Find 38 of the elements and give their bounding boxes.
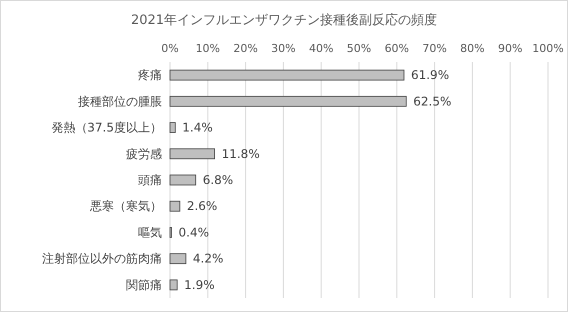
- x-tick-label: 0%: [161, 42, 179, 55]
- bar: [170, 148, 216, 160]
- y-tick-label: 注射部位以外の筋肉痛: [42, 252, 162, 266]
- data-label: 6.8%: [202, 173, 234, 187]
- bar: [170, 253, 186, 264]
- data-label: 11.8%: [222, 146, 260, 161]
- x-tick-label: 90%: [498, 42, 522, 55]
- bar: [170, 96, 407, 107]
- x-tick-label: 80%: [460, 42, 485, 55]
- y-tick-label: 疲労感: [126, 146, 162, 161]
- x-tick-label: 20%: [233, 42, 258, 55]
- y-tick-label: 悪寒（寒気）: [89, 199, 162, 214]
- x-tick-label: 60%: [384, 42, 410, 55]
- chart-title: 2021年インフルエンザワクチン接種後副反応の頻度: [130, 12, 438, 28]
- y-tick-label: 関節痛: [126, 278, 162, 292]
- x-tick-label: 50%: [346, 42, 372, 55]
- data-label: 62.5%: [413, 94, 452, 108]
- data-label: 1.4%: [182, 120, 213, 135]
- bar: [170, 279, 178, 290]
- y-tick-label: 頭痛: [138, 173, 162, 187]
- x-tick-label: 70%: [422, 42, 447, 55]
- data-label: 61.9%: [410, 68, 450, 82]
- bar: [170, 200, 180, 212]
- bar: [170, 174, 196, 186]
- y-tick-label: 接種部位の腫脹: [78, 94, 162, 108]
- y-tick-label: 疼痛: [138, 68, 162, 82]
- data-label: 0.4%: [178, 225, 210, 240]
- x-tick-label: 100%: [532, 42, 564, 55]
- x-tick-label: 40%: [308, 42, 334, 55]
- data-label: 4.2%: [192, 252, 224, 266]
- x-tick-label: 10%: [196, 42, 220, 55]
- bar: [170, 122, 176, 133]
- data-label: 1.9%: [184, 278, 215, 292]
- x-tick-label: 30%: [271, 42, 296, 55]
- bar: [170, 70, 404, 81]
- y-tick-label: 嘔気: [138, 225, 162, 240]
- y-tick-label: 発熱（37.5度以上）: [51, 120, 162, 135]
- data-label: 2.6%: [186, 199, 218, 214]
